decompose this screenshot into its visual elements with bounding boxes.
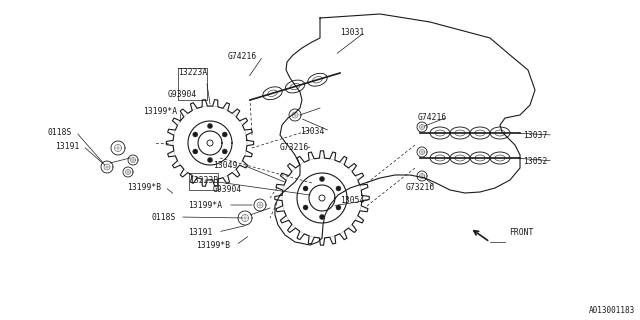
Text: G73216: G73216	[406, 183, 435, 192]
Circle shape	[193, 149, 198, 154]
Text: FRONT: FRONT	[509, 228, 533, 237]
Text: G93904: G93904	[213, 185, 243, 194]
Circle shape	[319, 214, 324, 220]
Text: 13031: 13031	[340, 28, 364, 37]
Text: 13199*B: 13199*B	[127, 183, 161, 192]
Circle shape	[222, 132, 227, 137]
Text: 13223A: 13223A	[178, 68, 207, 77]
Circle shape	[319, 177, 324, 181]
Circle shape	[207, 157, 212, 163]
Text: 0118S: 0118S	[152, 213, 177, 222]
Text: 13037: 13037	[523, 131, 547, 140]
Text: 13034: 13034	[300, 127, 324, 136]
Circle shape	[193, 132, 198, 137]
Text: 13199*A: 13199*A	[188, 201, 222, 210]
Text: 13052: 13052	[523, 157, 547, 166]
Text: G93904: G93904	[168, 90, 197, 99]
Circle shape	[222, 149, 227, 154]
Text: 13223B: 13223B	[189, 176, 218, 185]
Text: 0118S: 0118S	[48, 128, 72, 137]
Text: A013001183: A013001183	[589, 306, 635, 315]
Circle shape	[303, 205, 308, 210]
Circle shape	[303, 186, 308, 191]
Text: 13199*B: 13199*B	[196, 241, 230, 250]
Text: G73216: G73216	[280, 143, 309, 152]
Text: 13191: 13191	[188, 228, 212, 237]
Text: 13191: 13191	[55, 142, 79, 151]
Circle shape	[207, 124, 212, 129]
Text: G74216: G74216	[228, 52, 257, 61]
Circle shape	[336, 186, 341, 191]
Text: 13199*A: 13199*A	[143, 107, 177, 116]
Text: G74216: G74216	[418, 113, 447, 122]
Text: 13049: 13049	[213, 161, 237, 170]
Circle shape	[336, 205, 341, 210]
Text: 13054: 13054	[340, 196, 364, 205]
